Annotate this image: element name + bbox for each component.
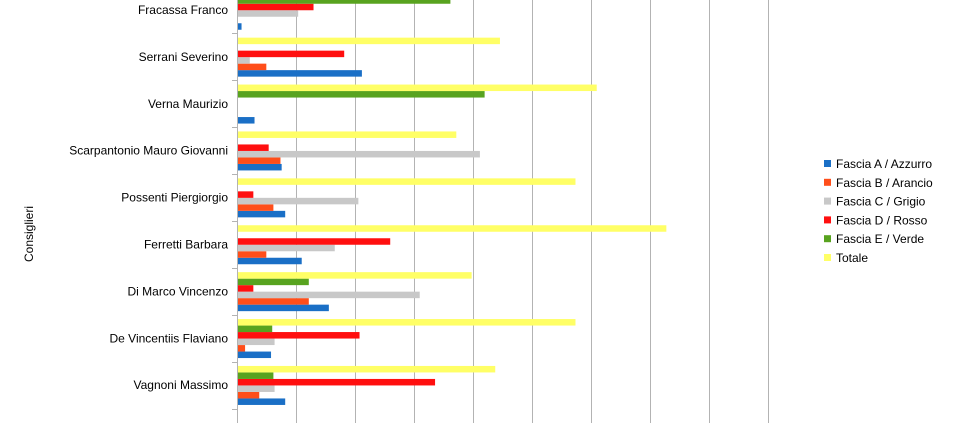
legend-label: Fascia C / Grigio [836,195,926,209]
bar [238,210,286,218]
legend-swatch [824,178,831,186]
y-axis-label: Consiglieri [22,206,36,262]
category-label: Verna Maurizio [148,97,228,111]
bar [238,225,667,232]
bar [238,63,267,71]
legend-label: Totale [836,251,868,265]
category-label: Scarpantonio Mauro Giovanni [69,144,228,158]
bar [238,57,250,64]
category-labels: Fracassa Franco Serrani Severino Verna Mau… [69,3,228,392]
bar [238,144,269,151]
bar [238,391,260,399]
bar [238,37,500,45]
bar [238,91,485,98]
category-label: Fracassa Franco [138,3,228,17]
legend-label: Fascia B / Arancio [836,176,933,190]
gridlines [296,0,769,423]
bar [238,378,436,386]
bar [238,385,275,392]
bars [238,0,667,405]
bar [238,251,267,258]
bar [238,157,281,164]
legend-swatch [824,160,831,167]
bar [238,150,480,158]
category-label: Serrani Severino [139,50,229,64]
bar [238,325,273,333]
legend-swatch [824,254,831,261]
legend-label: Fascia D / Rosso [836,213,928,227]
bar [238,319,576,326]
bar [238,10,299,17]
legend-swatch [824,235,831,243]
bar [238,70,362,77]
bar [238,3,314,11]
category-label: Possenti Piergiorgio [121,191,228,205]
bar [238,117,255,124]
bar [238,351,272,359]
legend-label: Fascia A / Azzurro [836,157,932,171]
bar [238,163,282,171]
bar [238,238,391,245]
bar [238,244,335,252]
category-label: Vagnoni Massimo [134,378,229,392]
bar [238,0,451,4]
category-label: Di Marco Vincenzo [128,284,229,298]
bar [238,50,345,58]
bar [238,23,242,30]
bar [238,272,472,279]
bar [238,304,329,312]
bar [238,131,457,138]
bar [238,191,254,198]
legend-swatch [824,197,831,205]
bar [238,278,309,286]
category-label: De Vincentiis Flaviano [109,331,228,345]
bar [238,345,246,352]
bar [238,372,274,379]
bar [238,257,302,265]
bar [238,178,576,185]
bar [238,197,359,205]
bar [238,291,420,299]
bar [238,285,254,292]
axes [232,0,238,423]
bar [238,332,360,339]
category-label: Ferretti Barbara [144,238,228,252]
bar [238,298,309,305]
bar [238,84,597,92]
legend: Fascia A / Azzurro Fascia B / Arancio Fasc… [824,157,933,265]
bar [238,338,275,346]
bar [238,398,286,405]
legend-swatch [824,216,831,224]
bar [238,365,496,373]
legend-label: Fascia E / Verde [836,232,924,246]
bar [238,204,274,211]
